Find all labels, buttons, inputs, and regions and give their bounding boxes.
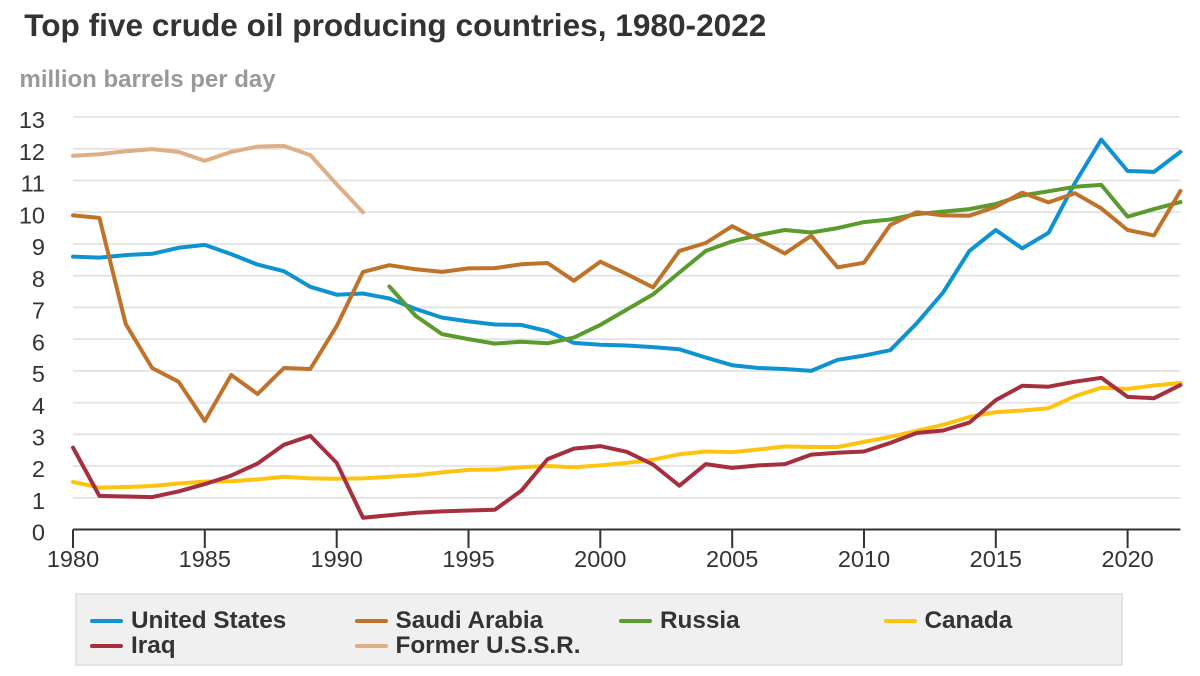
- svg-text:7: 7: [32, 298, 45, 324]
- svg-text:1985: 1985: [179, 546, 231, 572]
- svg-text:2020: 2020: [1101, 546, 1153, 572]
- svg-text:5: 5: [32, 361, 45, 387]
- svg-text:12: 12: [19, 139, 45, 165]
- svg-text:13: 13: [19, 107, 45, 133]
- svg-text:6: 6: [32, 329, 45, 355]
- svg-text:1990: 1990: [311, 546, 363, 572]
- svg-text:10: 10: [19, 202, 45, 228]
- svg-text:8: 8: [32, 266, 45, 292]
- svg-text:11: 11: [21, 171, 45, 197]
- svg-text:0: 0: [32, 520, 45, 546]
- svg-text:1995: 1995: [442, 546, 494, 572]
- svg-text:4: 4: [32, 393, 45, 419]
- svg-text:2000: 2000: [574, 546, 626, 572]
- svg-text:2010: 2010: [838, 546, 890, 572]
- svg-text:2005: 2005: [706, 546, 758, 572]
- svg-text:2: 2: [32, 456, 45, 482]
- svg-text:3: 3: [32, 425, 45, 451]
- svg-text:9: 9: [32, 234, 45, 260]
- svg-text:1: 1: [32, 488, 45, 514]
- svg-text:2015: 2015: [970, 546, 1022, 572]
- svg-text:1980: 1980: [47, 546, 99, 572]
